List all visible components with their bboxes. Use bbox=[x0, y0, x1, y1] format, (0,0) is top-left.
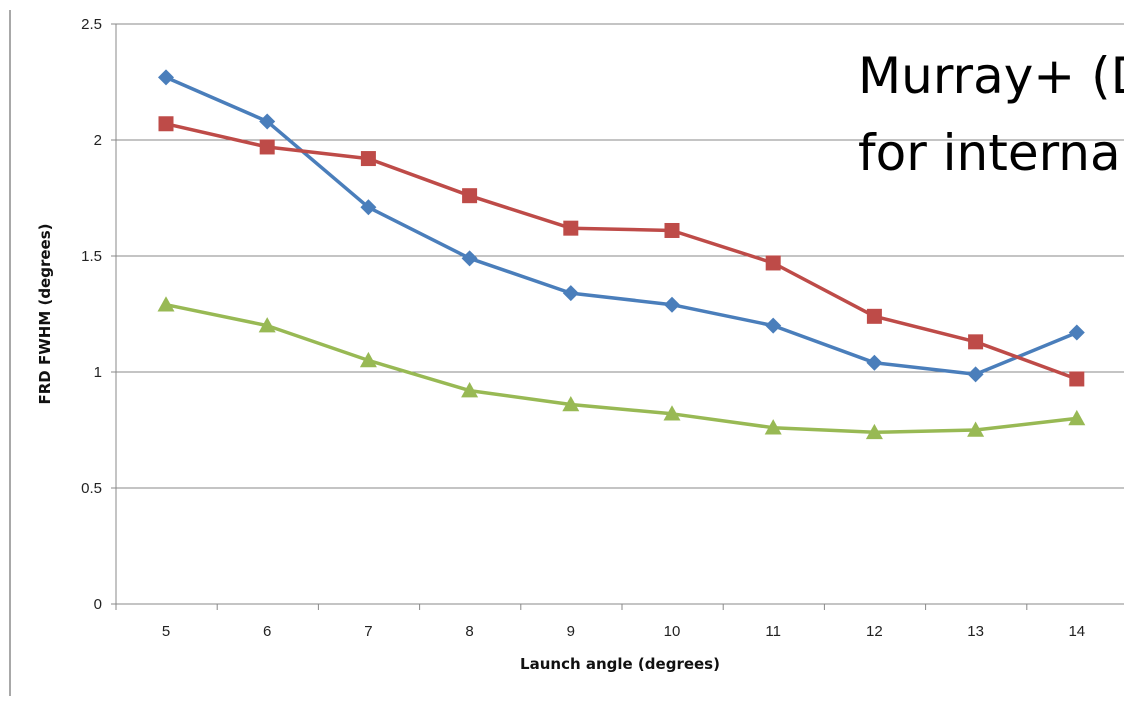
diamond-point bbox=[1068, 324, 1085, 341]
square-point bbox=[664, 222, 680, 238]
y-tick-label: 2.5 bbox=[81, 16, 102, 33]
series-1-diamond bbox=[158, 69, 1085, 383]
square-point bbox=[1069, 371, 1085, 387]
x-tick-labels: 5 6 7 8 9 10 11 12 13 14 bbox=[162, 623, 1085, 640]
series-3-line bbox=[164, 302, 1079, 435]
triangle-point bbox=[663, 405, 681, 421]
overlay-title-line-2: for interna bbox=[858, 124, 1121, 182]
diamond-point bbox=[866, 354, 883, 371]
x-tick-label: 14 bbox=[1068, 623, 1085, 640]
square-point bbox=[968, 334, 984, 350]
square-point bbox=[360, 151, 376, 167]
series-group bbox=[157, 69, 1086, 440]
x-tick-label: 12 bbox=[866, 623, 883, 640]
overlay-title-line-1: Murray+ (D bbox=[858, 47, 1124, 105]
triangle-point bbox=[1068, 409, 1086, 426]
series-3-triangle bbox=[157, 296, 1086, 440]
series-2-line bbox=[164, 122, 1079, 381]
diamond-point bbox=[259, 113, 276, 130]
x-tick-label: 11 bbox=[765, 623, 781, 640]
y-tick-label: 0.5 bbox=[81, 480, 102, 497]
series-2-square bbox=[158, 116, 1085, 387]
series-1-line bbox=[164, 75, 1079, 377]
square-point bbox=[259, 139, 275, 155]
square-point bbox=[765, 255, 781, 271]
gridlines bbox=[116, 23, 1124, 489]
x-tick-label: 13 bbox=[967, 623, 984, 640]
triangle-point bbox=[157, 296, 175, 312]
triangle-point bbox=[865, 423, 883, 440]
x-axis-title: Launch angle (degrees) bbox=[520, 655, 720, 673]
y-tick-label: 1 bbox=[94, 364, 102, 381]
square-point bbox=[158, 116, 174, 132]
y-tick-labels: 0 0.5 1 1.5 2 2.5 bbox=[81, 16, 102, 613]
triangle-point bbox=[359, 351, 377, 368]
triangle-point bbox=[562, 395, 580, 412]
diamond-point bbox=[765, 317, 782, 334]
y-tick-label: 1.5 bbox=[81, 248, 102, 265]
x-tick-label: 8 bbox=[465, 623, 473, 640]
square-point bbox=[462, 188, 478, 204]
x-tick-label: 9 bbox=[567, 623, 575, 640]
triangle-point bbox=[258, 317, 276, 333]
axes bbox=[111, 23, 1124, 610]
y-tick-label: 2 bbox=[94, 132, 102, 149]
diamond-point bbox=[360, 199, 377, 216]
square-point bbox=[563, 220, 579, 236]
x-tick-label: 7 bbox=[364, 623, 372, 640]
triangle-point bbox=[967, 421, 985, 437]
x-tick-label: 10 bbox=[664, 623, 681, 640]
x-tick-label: 6 bbox=[263, 623, 271, 640]
diamond-point bbox=[967, 366, 984, 383]
triangle-point bbox=[764, 419, 782, 435]
y-tick-label: 0 bbox=[94, 596, 102, 613]
y-axis-title: FRD FWHM (degrees) bbox=[36, 224, 54, 405]
diamond-point bbox=[158, 69, 174, 86]
x-tick-label: 5 bbox=[162, 623, 170, 640]
diamond-point bbox=[664, 296, 680, 313]
diamond-point bbox=[461, 250, 478, 267]
triangle-point bbox=[461, 382, 479, 398]
diamond-point bbox=[562, 285, 579, 302]
square-point bbox=[866, 308, 882, 324]
